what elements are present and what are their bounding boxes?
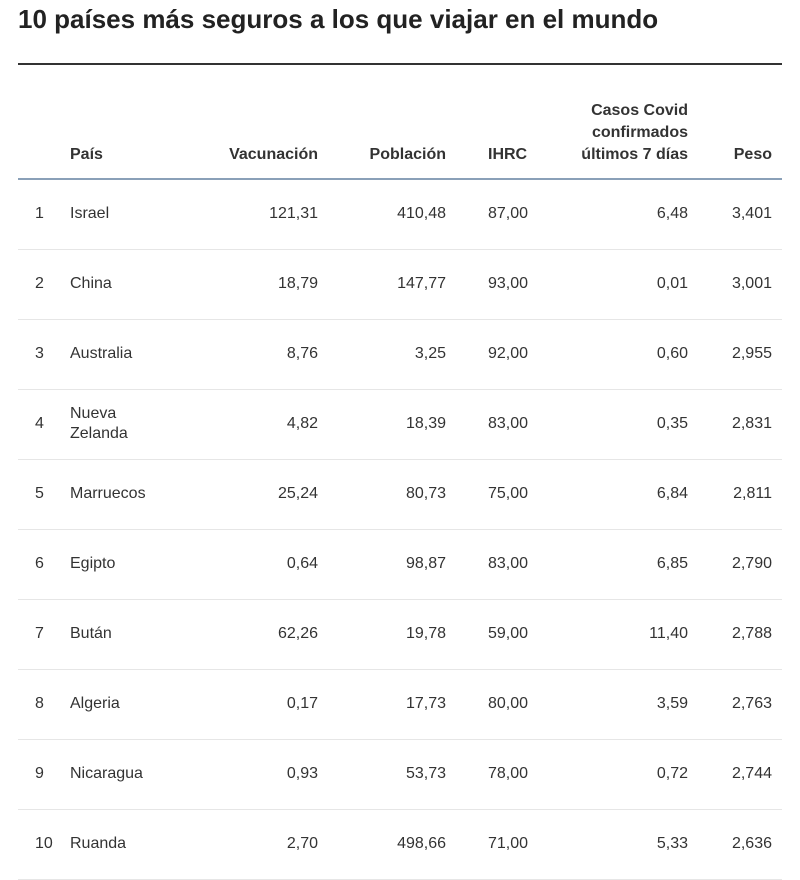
table-cell: 6,85	[656, 555, 688, 572]
rank-cell: 8	[35, 695, 44, 712]
table-row: 8 Algeria 0,17 17,73 80,00 3,59 2,763	[18, 669, 782, 739]
table-cell: 2,70	[286, 835, 318, 852]
table-body: 1 Israel 121,31 410,48 87,00 6,48 3,401 2 China 1…	[18, 179, 782, 879]
table-cell: 19,78	[405, 625, 446, 642]
table-cell: 18,79	[277, 275, 318, 292]
table-cell: Australia	[70, 345, 133, 362]
table-cell: Marruecos	[70, 485, 146, 502]
table-cell: Ruanda	[70, 835, 127, 852]
rank-cell: 6	[35, 555, 44, 572]
header-cell: Población	[369, 146, 446, 163]
table-cell: 2,636	[731, 835, 772, 852]
rank-cell: 7	[35, 625, 44, 642]
table-cell: 3,59	[656, 695, 688, 712]
table-cell: Nicaragua	[70, 765, 143, 782]
table-cell: 11,40	[649, 625, 688, 642]
table-cell: 80,73	[405, 485, 446, 502]
table-cell: Bután	[70, 625, 112, 642]
table-cell: 0,01	[656, 275, 688, 292]
table-header: País Vacunación Población IHRC Casos Covid c…	[18, 64, 782, 179]
table-cell: 6,84	[656, 485, 688, 502]
table-row: 2 China 18,79 147,77 93,00 0,01 3,001	[18, 249, 782, 319]
table-cell: 98,87	[405, 555, 446, 572]
table-cell: 25,24	[277, 485, 318, 502]
table-cell: 80,00	[488, 695, 529, 712]
table-cell: 93,00	[488, 275, 529, 292]
table-cell: 0,35	[656, 415, 688, 432]
header-cell: País	[70, 146, 103, 163]
table-cell: 78,00	[488, 765, 529, 782]
table-cell: 2,744	[731, 765, 772, 782]
table-row: 7 Bután 62,26 19,78 59,00 11,40 2,788	[18, 599, 782, 669]
table-cell: 53,73	[405, 765, 446, 782]
table-cell: China	[70, 275, 112, 292]
table-cell: 4,82	[286, 415, 318, 432]
header-cell: Vacunación	[229, 146, 318, 163]
title: 10 países más seguros a los que viajar e…	[18, 4, 659, 34]
rank-cell: 5	[35, 485, 44, 502]
table-row: 10 Ruanda 2,70 498,66 71,00 5,33 2,636	[18, 809, 782, 879]
table-cell: 3,001	[731, 275, 772, 292]
table-cell: 3,401	[731, 205, 772, 223]
table-cell: 5,33	[656, 835, 688, 852]
table-cell: 0,64	[286, 555, 318, 572]
table-cell: 18,39	[405, 415, 446, 432]
table-cell: 62,26	[277, 625, 318, 642]
table-row: 3 Australia 8,76 3,25 92,00 0,60 2,955	[18, 319, 782, 389]
table-cell: 2,811	[733, 485, 772, 502]
table-cell: 0,17	[286, 695, 318, 712]
table-cell: 59,00	[488, 625, 529, 642]
header-row: País Vacunación Población IHRC Casos Covid c…	[18, 64, 782, 179]
table-cell: Algeria	[70, 695, 120, 712]
rank-cell: 9	[35, 765, 44, 782]
table-row: 5 Marruecos 25,24 80,73 75,00 6,84 2,811	[18, 459, 782, 529]
table-cell: 121,31	[269, 205, 318, 223]
table-row: 4 Nueva Zelanda 4,82 18,39 83,00 0,35 2,831	[18, 389, 782, 459]
rank-cell: 4	[35, 415, 44, 432]
table-cell: 92,00	[488, 345, 529, 362]
table-cell: 2,788	[731, 625, 772, 642]
header-cell	[18, 64, 70, 179]
table-cell: 2,763	[731, 695, 772, 712]
table-cell: 0,72	[656, 765, 688, 782]
table-cell: Israel	[70, 205, 110, 223]
table-cell: 147,77	[397, 275, 446, 292]
table-cell: 75,00	[488, 485, 529, 502]
header-cell: Peso	[733, 146, 772, 163]
table-cell: Egipto	[70, 555, 116, 572]
table-cell: 83,00	[488, 555, 529, 572]
header-cell: IHRC	[488, 146, 528, 163]
data-table: País Vacunación Población IHRC Casos Covid c…	[18, 63, 782, 880]
page: 10 países más seguros a los que viajar e…	[18, 4, 782, 879]
table-cell: 8,76	[286, 345, 318, 362]
table-cell: 498,66	[397, 835, 446, 852]
table-cell: 87,00	[488, 205, 529, 223]
table-cell: 410,48	[397, 205, 446, 223]
table-row: 9 Nicaragua 0,93 53,73 78,00 0,72 2,744	[18, 739, 782, 809]
rank-cell: 2	[35, 275, 44, 292]
table-cell: 2,790	[731, 555, 772, 572]
table-cell: Nueva Zelanda	[70, 405, 128, 442]
table-cell: 3,25	[414, 345, 446, 362]
rank-cell: 3	[35, 345, 44, 362]
table-cell: 0,93	[286, 765, 318, 782]
rank-cell: 10	[35, 835, 53, 852]
table-row: 6 Egipto 0,64 98,87 83,00 6,85 2,790	[18, 529, 782, 599]
table-cell: 17,73	[405, 695, 446, 712]
rank-cell: 1	[35, 205, 44, 223]
table-cell: 0,60	[656, 345, 688, 362]
table-cell: 2,955	[731, 345, 772, 362]
table-cell: 83,00	[488, 415, 529, 432]
table-row: 1 Israel 121,31 410,48 87,00 6,48 3,401	[18, 179, 782, 249]
table-cell: 71,00	[488, 835, 529, 852]
header-cell: Casos Covid confirmados últimos 7 días	[581, 102, 688, 163]
table-cell: 6,48	[656, 205, 688, 223]
table-cell: 2,831	[731, 415, 772, 432]
